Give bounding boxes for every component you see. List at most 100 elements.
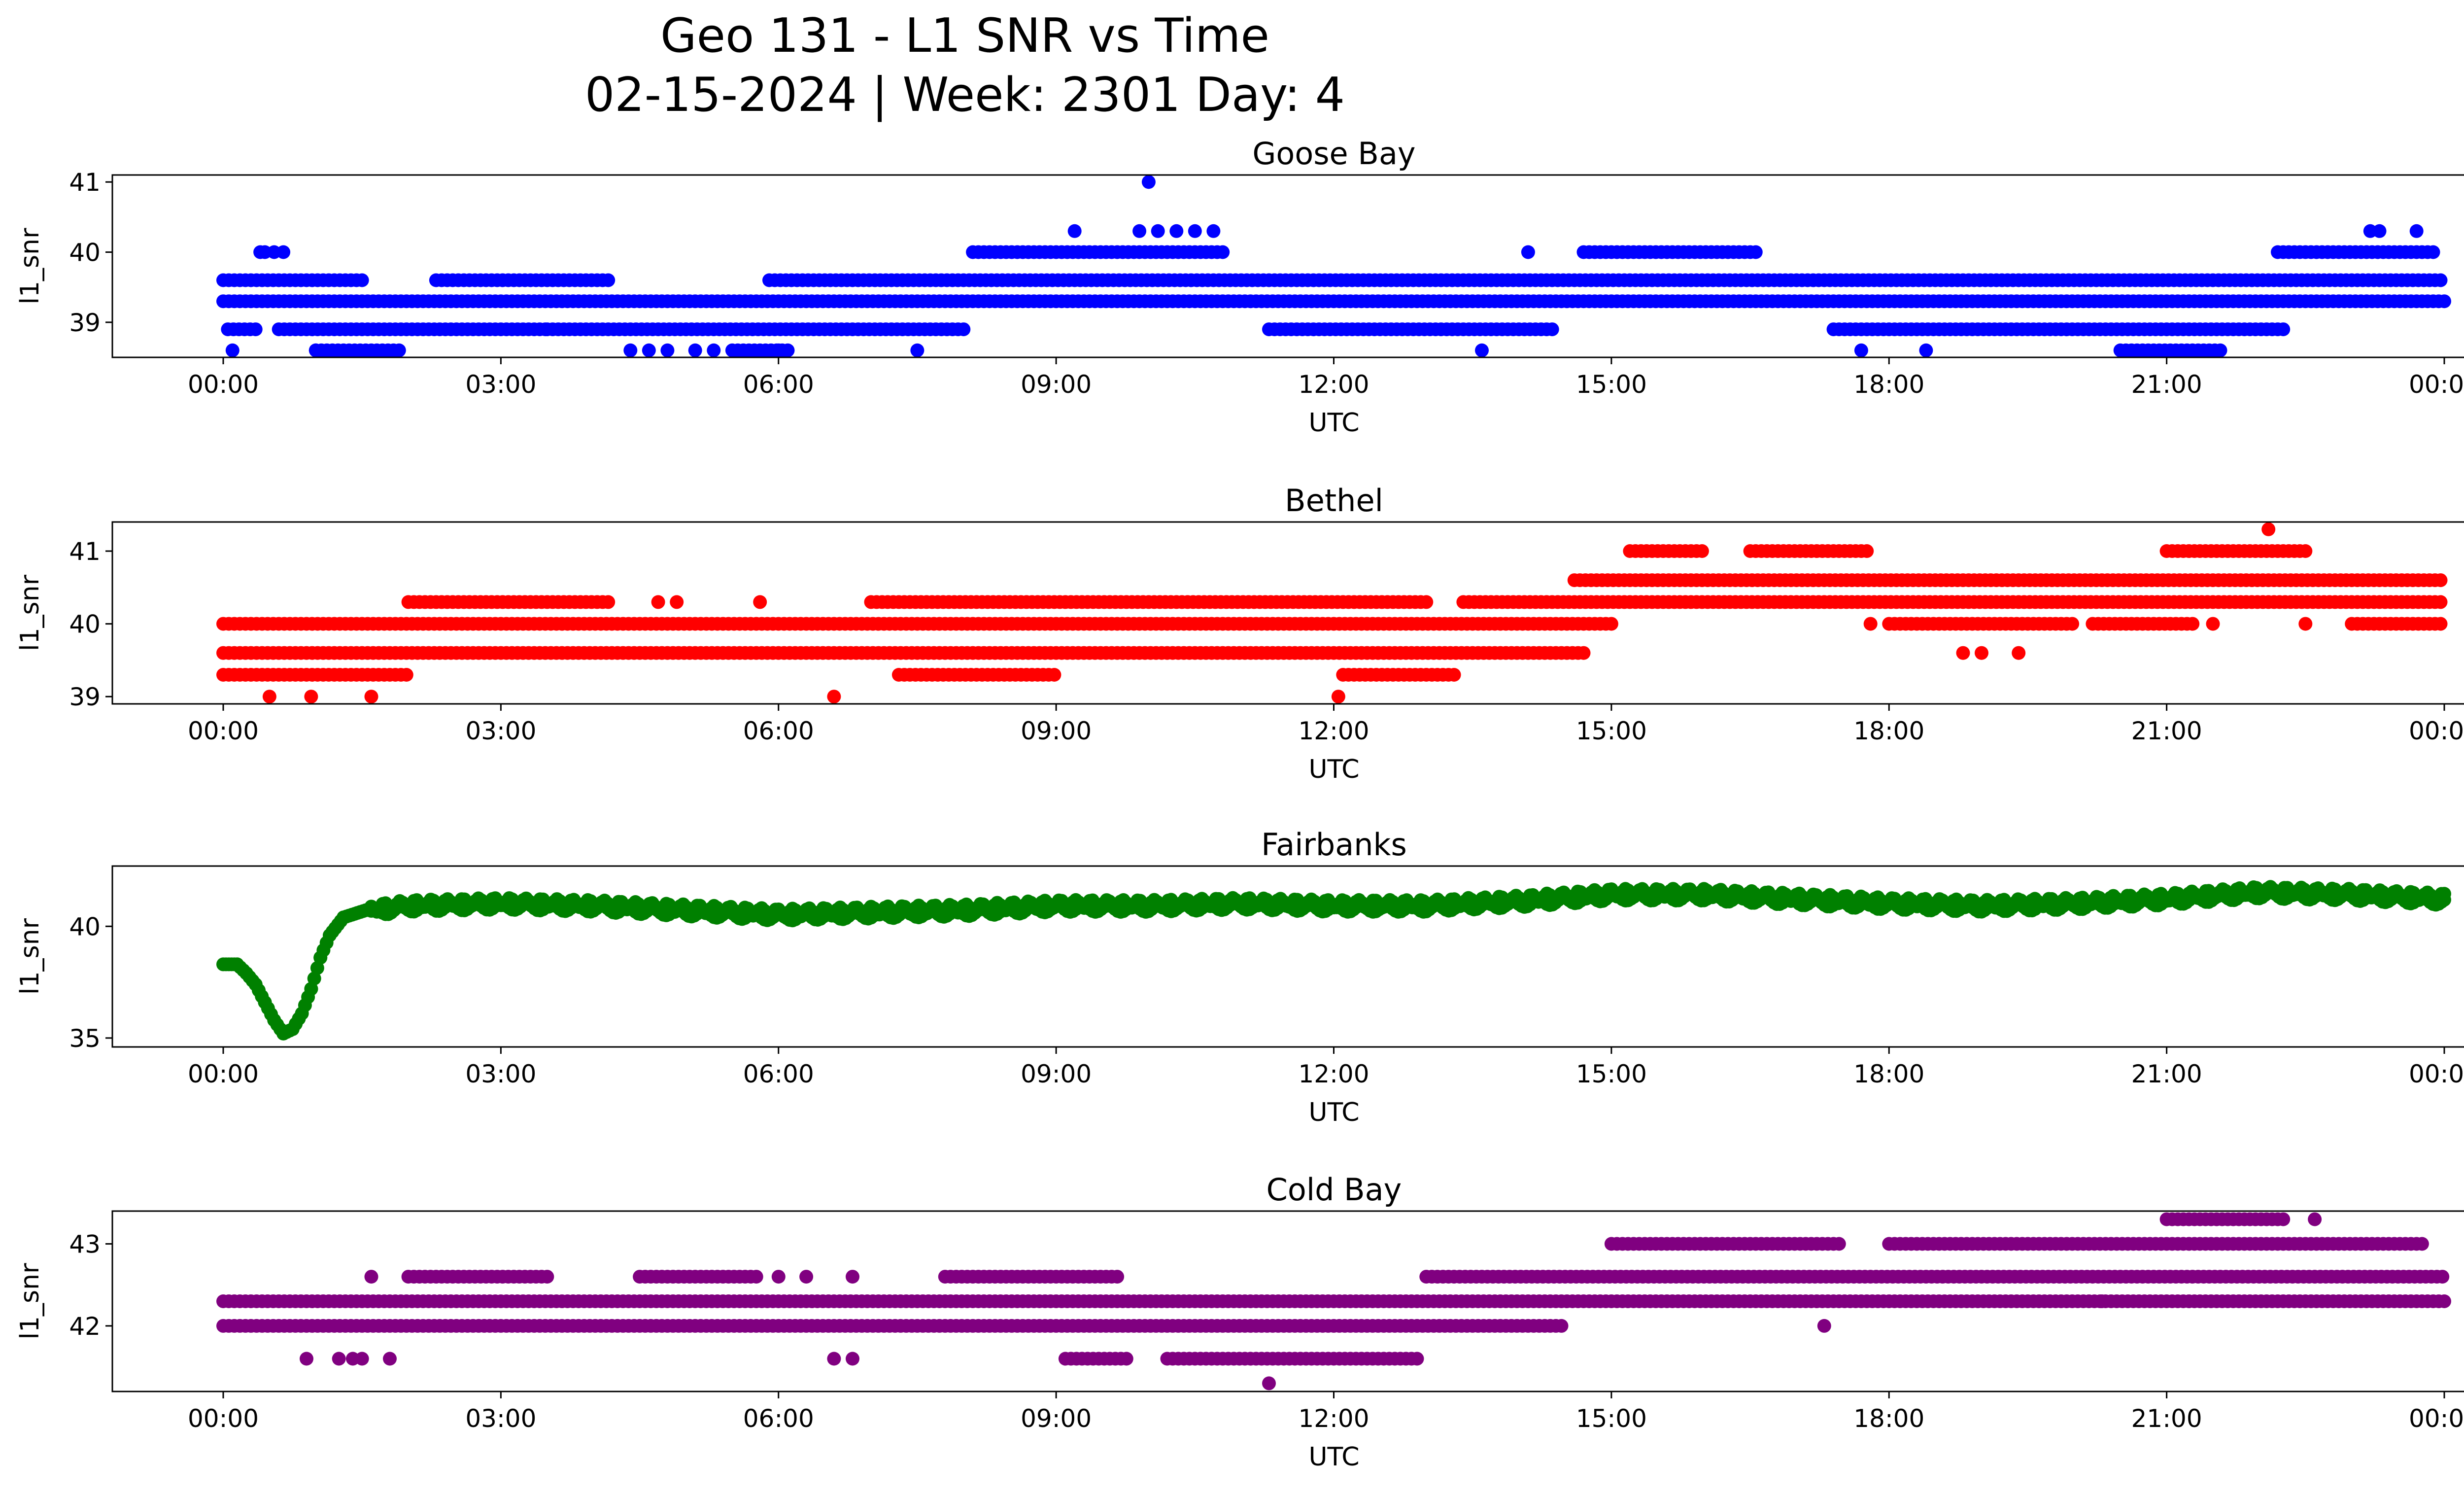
- data-point: [1545, 322, 1559, 337]
- data-point: [258, 245, 272, 259]
- data-point: [2437, 1294, 2451, 1308]
- data-point: [310, 961, 324, 975]
- data-point: [2433, 273, 2448, 287]
- data-point: [2261, 522, 2276, 536]
- data-point: [651, 595, 665, 609]
- data-point: [957, 322, 971, 337]
- data-point: [307, 972, 321, 986]
- data-point: [364, 690, 378, 704]
- x-axis-label: UTC: [1308, 1098, 1359, 1127]
- data-point: [910, 343, 924, 357]
- data-point: [1067, 224, 1082, 238]
- x-tick-label: 00:00: [2409, 1060, 2464, 1088]
- data-point: [601, 273, 616, 287]
- data-point: [304, 982, 318, 996]
- data-point: [392, 343, 406, 357]
- x-tick-label: 00:00: [188, 1060, 259, 1088]
- data-point: [1521, 245, 1535, 259]
- y-axis-label: l1_snr: [15, 918, 45, 995]
- data-point: [1331, 690, 1345, 704]
- data-point: [601, 595, 616, 609]
- data-point: [749, 1270, 763, 1284]
- data-point: [1748, 245, 1763, 259]
- data-point: [2065, 617, 2080, 631]
- data-point: [1475, 343, 1489, 357]
- x-axis-label: UTC: [1308, 755, 1359, 784]
- data-point: [1216, 245, 1230, 259]
- data-point: [1141, 175, 1156, 189]
- data-point: [2298, 617, 2313, 631]
- x-tick-label: 21:00: [2131, 717, 2202, 745]
- data-point: [1576, 646, 1591, 660]
- data-point: [827, 690, 841, 704]
- data-point: [623, 343, 638, 357]
- y-tick-label: 39: [69, 309, 101, 337]
- data-point: [670, 595, 684, 609]
- x-tick-label: 18:00: [1853, 370, 1924, 399]
- data-point: [2409, 224, 2424, 238]
- x-tick-label: 00:00: [188, 370, 259, 399]
- x-tick-label: 15:00: [1576, 1060, 1647, 1088]
- data-point: [1419, 595, 1434, 609]
- plot-title: Bethel: [1285, 483, 1383, 519]
- data-point: [1860, 544, 1874, 558]
- data-point: [771, 343, 786, 357]
- data-point: [1151, 224, 1165, 238]
- plot-title: Cold Bay: [1266, 1172, 1402, 1208]
- data-points: [216, 175, 2451, 357]
- y-tick-label: 39: [69, 683, 101, 711]
- data-point: [1863, 617, 1878, 631]
- data-point: [2435, 1270, 2450, 1284]
- x-tick-label: 03:00: [465, 717, 536, 745]
- data-point: [1975, 646, 1988, 660]
- data-point: [1206, 224, 1221, 238]
- data-point: [355, 273, 369, 287]
- data-point: [262, 690, 276, 704]
- plot-title: Goose Bay: [1252, 136, 1415, 172]
- data-points: [216, 880, 2451, 1041]
- x-tick-label: 09:00: [1021, 1060, 1092, 1088]
- data-point: [1695, 544, 1709, 558]
- data-point: [2426, 245, 2440, 259]
- data-point: [2298, 544, 2313, 558]
- data-point: [1169, 224, 1184, 238]
- data-point: [540, 1270, 554, 1284]
- data-point: [688, 343, 702, 357]
- x-tick-label: 15:00: [1576, 370, 1647, 399]
- data-point: [1554, 1319, 1569, 1333]
- data-points: [216, 1212, 2451, 1391]
- y-tick-label: 40: [69, 610, 101, 639]
- x-tick-label: 21:00: [2131, 370, 2202, 399]
- x-tick-label: 18:00: [1853, 1060, 1924, 1088]
- data-points: [216, 522, 2448, 704]
- data-point: [225, 343, 240, 357]
- y-tick-label: 40: [69, 912, 101, 941]
- x-tick-label: 06:00: [743, 370, 814, 399]
- data-point: [2437, 294, 2451, 309]
- figure-title-line2: 02-15-2024 | Week: 2301 Day: 4: [585, 68, 1345, 122]
- data-point: [1956, 646, 1970, 660]
- x-tick-label: 06:00: [743, 1060, 814, 1088]
- x-tick-label: 00:00: [188, 717, 259, 745]
- data-point: [2276, 322, 2291, 337]
- data-point: [399, 668, 413, 682]
- x-tick-label: 15:00: [1576, 717, 1647, 745]
- data-point: [308, 343, 323, 357]
- data-point: [1047, 668, 1061, 682]
- x-tick-label: 00:00: [2409, 370, 2464, 399]
- data-point: [2206, 617, 2220, 631]
- data-point: [2012, 646, 2026, 660]
- data-point: [276, 245, 291, 259]
- data-point: [2437, 893, 2451, 907]
- data-point: [1188, 224, 1202, 238]
- data-point: [2372, 224, 2387, 238]
- data-point: [642, 343, 656, 357]
- data-point: [1447, 668, 1461, 682]
- x-axis-label: UTC: [1308, 408, 1359, 438]
